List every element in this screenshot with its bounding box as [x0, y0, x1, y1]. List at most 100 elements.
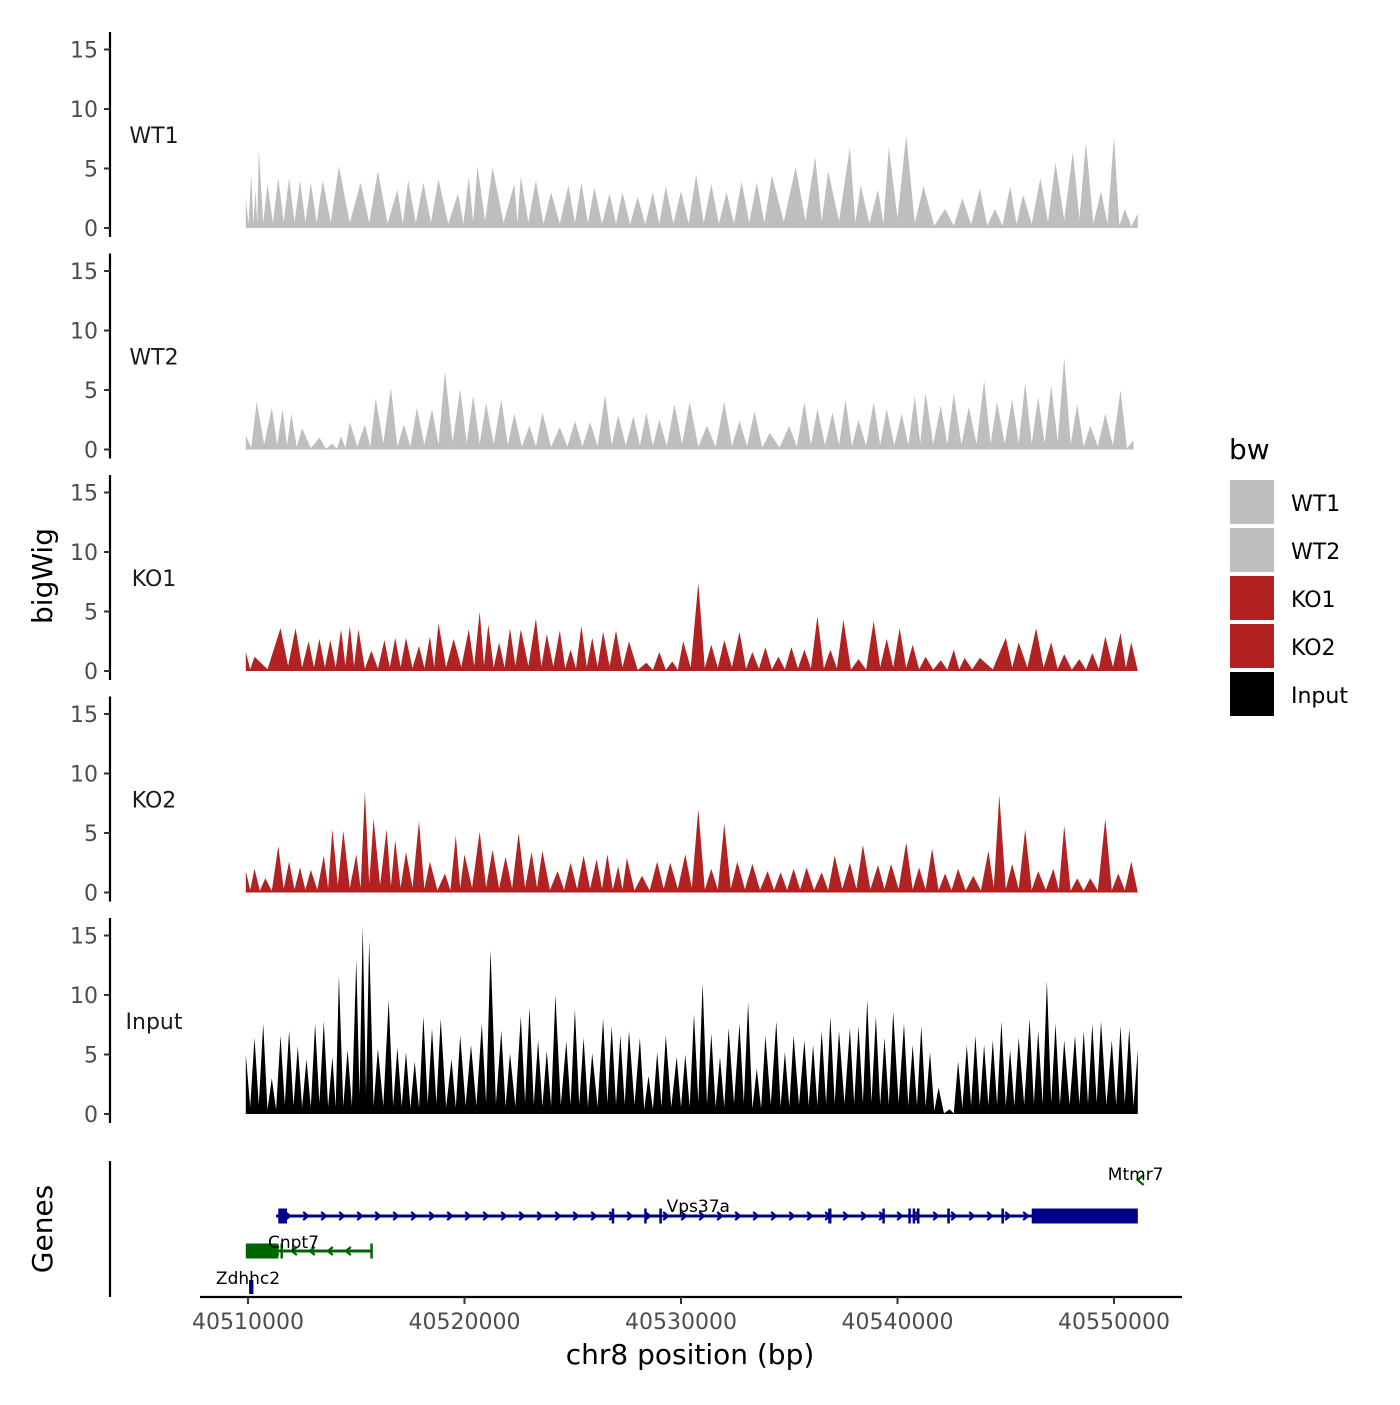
gene-exon	[916, 1208, 920, 1224]
legend: bw WT1 WT2 KO1 KO2 Input	[1229, 433, 1348, 716]
strand-chevron	[788, 1211, 796, 1221]
coverage-area	[245, 357, 1134, 450]
strand-chevron	[518, 1211, 526, 1221]
x-tick-label: 40520000	[409, 1310, 521, 1335]
y-tick-label: 5	[84, 158, 98, 183]
strand-chevron	[950, 1211, 958, 1221]
strand-chevron	[326, 1246, 334, 1256]
legend-swatch	[1230, 480, 1274, 524]
strand-chevron	[554, 1211, 562, 1221]
x-axis-title: chr8 position (bp)	[566, 1338, 815, 1371]
gene-exon	[828, 1208, 832, 1224]
gene-label: Mtmr7	[1108, 1165, 1164, 1185]
gene-exon	[1031, 1208, 1138, 1224]
legend-item-input: Input	[1230, 672, 1348, 716]
y-axis-title: bigWig	[26, 528, 59, 624]
x-tick-label: 40510000	[192, 1310, 304, 1335]
y-tick-label: 15	[70, 703, 98, 728]
coverage-area	[245, 926, 1138, 1114]
y-tick-label: 5	[84, 1044, 98, 1069]
strand-chevron	[968, 1211, 976, 1221]
legend-swatch	[1230, 528, 1274, 572]
strand-chevron	[698, 1211, 706, 1221]
strand-chevron	[914, 1211, 922, 1221]
strand-chevron	[590, 1211, 598, 1221]
y-tick-label: 10	[70, 984, 98, 1009]
strand-chevron	[482, 1211, 490, 1221]
strand-chevron	[1004, 1211, 1012, 1221]
strand-chevron	[842, 1211, 850, 1221]
coverage-area	[245, 135, 1138, 228]
coverage-tracks: 0 5 10 15 WT1 0 5 10 15 WT2 0 5 10 15 KO1 0 5 10 15 KO2 0 5 10…	[70, 32, 1138, 1128]
track-label: KO1	[132, 567, 177, 592]
gene-exon	[280, 1243, 283, 1259]
track-input: 0 5 10 15 Input	[70, 918, 1138, 1128]
y-tick-label: 15	[70, 482, 98, 507]
legend-swatch	[1230, 624, 1274, 668]
strand-chevron	[752, 1211, 760, 1221]
legend-label: WT1	[1291, 492, 1340, 517]
gene-exon	[245, 1243, 279, 1259]
y-tick-label: 10	[70, 541, 98, 566]
y-tick-label: 5	[84, 822, 98, 847]
track-label: WT2	[129, 346, 178, 371]
gene-label: Zdhhc2	[216, 1269, 280, 1289]
gene-label: Vps37a	[667, 1197, 730, 1217]
legend-item-ko2: KO2	[1230, 624, 1336, 668]
strand-chevron	[428, 1211, 436, 1221]
strand-chevron	[536, 1211, 544, 1221]
strand-chevron	[662, 1211, 670, 1221]
y-tick-label: 10	[70, 320, 98, 345]
gene-exon	[659, 1208, 662, 1224]
strand-chevron	[680, 1211, 688, 1221]
y-tick-label: 0	[84, 439, 98, 464]
gene-label: Cnpt7	[268, 1233, 319, 1253]
strand-chevron	[734, 1211, 742, 1221]
track-wt2: 0 5 10 15 WT2	[70, 253, 1134, 464]
gene-zdhhc2: Zdhhc2	[216, 1269, 280, 1294]
strand-chevron	[806, 1211, 814, 1221]
gene-exon	[947, 1208, 950, 1224]
strand-chevron	[626, 1211, 634, 1221]
y-tick-label: 0	[84, 660, 98, 685]
gene-exon	[611, 1208, 615, 1224]
gene-mtmr7: Mtmr7	[1108, 1165, 1164, 1186]
legend-label: WT2	[1291, 540, 1340, 565]
strand-chevron	[302, 1211, 310, 1221]
gene-exon	[370, 1243, 373, 1259]
x-tick-label: 40540000	[842, 1310, 954, 1335]
track-wt1: 0 5 10 15 WT1	[70, 32, 1138, 242]
strand-chevron	[308, 1246, 316, 1256]
gene-vps37a: Vps37a	[276, 1197, 1138, 1224]
strand-chevron	[986, 1211, 994, 1221]
y-tick-label: 5	[84, 379, 98, 404]
gene-exon	[644, 1208, 647, 1224]
strand-chevron	[572, 1211, 580, 1221]
y-tick-label: 0	[84, 1103, 98, 1128]
strand-chevron	[374, 1211, 382, 1221]
legend-swatch	[1230, 672, 1274, 716]
gene-exon	[882, 1208, 885, 1224]
y-tick-label: 15	[70, 260, 98, 285]
gene-cnpt7: Cnpt7	[245, 1233, 373, 1259]
strand-chevron	[1022, 1211, 1030, 1221]
y-tick-label: 0	[84, 882, 98, 907]
strand-chevron	[932, 1211, 940, 1221]
strand-chevron	[344, 1246, 352, 1256]
legend-swatch	[1230, 576, 1274, 620]
strand-chevron	[290, 1246, 298, 1256]
legend-item-ko1: KO1	[1230, 576, 1336, 620]
legend-label: KO2	[1291, 636, 1336, 661]
genes-panel: Vps37a Cnpt7 Zdhhc2 Mtmr7	[108, 1161, 1164, 1297]
strand-chevron	[356, 1211, 364, 1221]
strand-chevron	[500, 1211, 508, 1221]
legend-title: bw	[1229, 433, 1270, 466]
x-tick-label: 40550000	[1058, 1310, 1170, 1335]
x-axis: 40510000 40520000 40530000 40540000 40550000	[192, 1295, 1182, 1335]
strand-chevron	[446, 1211, 454, 1221]
coverage-area	[245, 582, 1138, 671]
strand-chevron	[410, 1211, 418, 1221]
strand-chevron	[320, 1211, 328, 1221]
